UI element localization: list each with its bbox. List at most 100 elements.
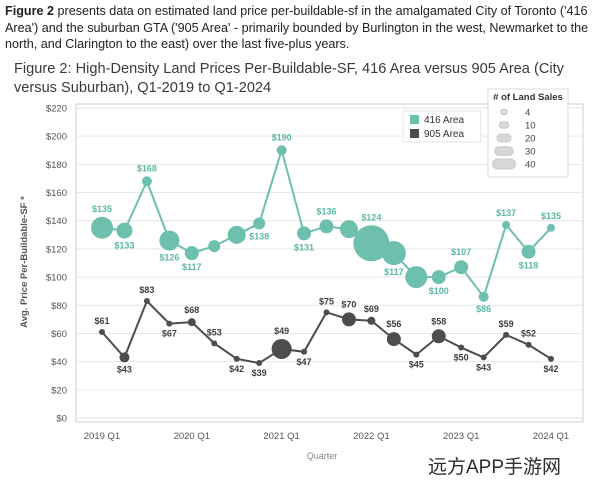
y-tick-label: $80: [51, 301, 67, 312]
data-label-905: $67: [162, 329, 177, 339]
data-label-416: $117: [384, 267, 404, 277]
data-label-905: $52: [521, 329, 536, 339]
y-tick-label: $120: [46, 244, 67, 255]
legend-swatch-416: [410, 115, 419, 124]
size-legend-items: 4 10 20 30 40: [492, 108, 536, 171]
data-point-416: [547, 223, 555, 232]
legend-label-905: 905 Area: [424, 129, 464, 140]
data-point-416: [276, 145, 287, 156]
data-label-905: $83: [139, 285, 154, 295]
size-legend-swatch: [492, 158, 516, 170]
data-label-905: $68: [184, 305, 199, 315]
data-label-416: $190: [272, 132, 292, 142]
data-point-905: [211, 340, 218, 347]
data-point-905: [187, 318, 196, 327]
data-point-905: [503, 331, 510, 338]
data-point-416: [227, 225, 246, 244]
data-label-905: $43: [117, 364, 132, 374]
size-legend-label: 4: [525, 108, 530, 119]
data-point-905: [458, 344, 465, 351]
series-layer: [91, 145, 555, 367]
x-tick-label: 2020 Q1: [174, 431, 210, 442]
size-legend-label: 40: [525, 160, 536, 171]
data-label-905: $70: [341, 299, 356, 309]
size-legend-title: # of Land Sales: [493, 92, 563, 103]
x-tick-label: 2021 Q1: [263, 431, 299, 442]
series-legend: 416 Area 905 Area: [402, 110, 482, 143]
data-label-905: $42: [229, 364, 244, 374]
data-point-416: [159, 230, 180, 251]
data-label-416: $100: [429, 286, 449, 296]
data-label-905: $39: [252, 368, 267, 378]
data-label-416: $107: [451, 247, 471, 257]
x-tick-label: 2024 Q1: [533, 431, 569, 442]
data-label-416: $118: [519, 261, 539, 271]
data-point-905: [271, 338, 292, 359]
data-label-905: $47: [297, 357, 312, 367]
data-point-905: [143, 298, 150, 305]
data-label-905: $58: [431, 316, 446, 326]
data-point-905: [323, 309, 330, 316]
data-point-416: [381, 241, 406, 266]
size-legend-swatch: [498, 121, 510, 129]
data-label-416: $117: [182, 262, 202, 272]
data-point-905: [119, 352, 130, 363]
data-label-416: $131: [294, 242, 314, 252]
watermark: 远方APP手游网: [428, 457, 562, 478]
data-labels: $135$133$168$126$117$138$190$131$136$124…: [92, 132, 561, 378]
figure-reference: Figure 2: [5, 4, 54, 18]
data-label-416: $168: [137, 163, 157, 173]
data-label-416: $135: [541, 211, 561, 221]
size-legend: # of Land Sales 4 10 20 30 40: [487, 88, 569, 178]
data-label-416: $136: [316, 206, 336, 216]
intro-paragraph: Figure 2 presents data on estimated land…: [5, 3, 595, 53]
y-tick-label: $60: [51, 329, 67, 340]
data-point-416: [116, 222, 133, 239]
y-tick-label: $40: [51, 357, 67, 368]
y-tick-label: $160: [46, 188, 67, 199]
y-tick-label: $0: [56, 414, 67, 425]
data-label-416: $138: [249, 232, 269, 242]
size-legend-label: 30: [525, 147, 536, 158]
plot-frame: [75, 103, 584, 423]
data-label-416: $135: [92, 204, 112, 214]
y-tick-label: $100: [46, 273, 67, 284]
data-label-905: $75: [319, 296, 334, 306]
x-tick-label: 2022 Q1: [353, 431, 389, 442]
data-label-905: $50: [454, 353, 469, 363]
y-tick-label: $180: [46, 160, 67, 171]
y-tick-label: $20: [51, 385, 67, 396]
data-point-905: [386, 332, 401, 347]
intro-text: presents data on estimated land price pe…: [5, 4, 589, 51]
data-point-416: [405, 266, 428, 289]
y-axis-title: Avg. Price Per-Buildable-SF *: [19, 196, 30, 328]
data-point-905: [367, 316, 376, 325]
data-label-905: $61: [94, 316, 109, 326]
data-point-416: [502, 220, 511, 229]
size-legend-swatch: [496, 133, 512, 143]
data-point-905: [525, 341, 532, 348]
data-label-416: $126: [159, 252, 179, 262]
legend-swatch-905: [410, 129, 419, 138]
data-point-905: [341, 312, 356, 327]
data-label-905: $59: [499, 319, 514, 329]
data-label-416: $133: [114, 241, 134, 251]
y-tick-label: $220: [46, 104, 67, 115]
data-point-416: [454, 260, 469, 275]
data-point-416: [478, 291, 489, 302]
size-legend-swatch: [494, 146, 514, 156]
size-legend-label: 20: [525, 134, 536, 145]
y-tick-label: $200: [46, 132, 67, 143]
data-point-905: [233, 355, 240, 362]
data-point-416: [184, 246, 199, 261]
data-point-905: [431, 329, 446, 344]
data-label-905: $45: [409, 360, 424, 370]
gridlines: [75, 103, 584, 423]
data-point-905: [413, 351, 420, 358]
data-label-416: $86: [476, 304, 491, 314]
data-label-905: $42: [543, 364, 558, 374]
data-label-905: $49: [274, 326, 289, 336]
y-tick-label: $140: [46, 216, 67, 227]
data-point-416: [297, 226, 312, 241]
